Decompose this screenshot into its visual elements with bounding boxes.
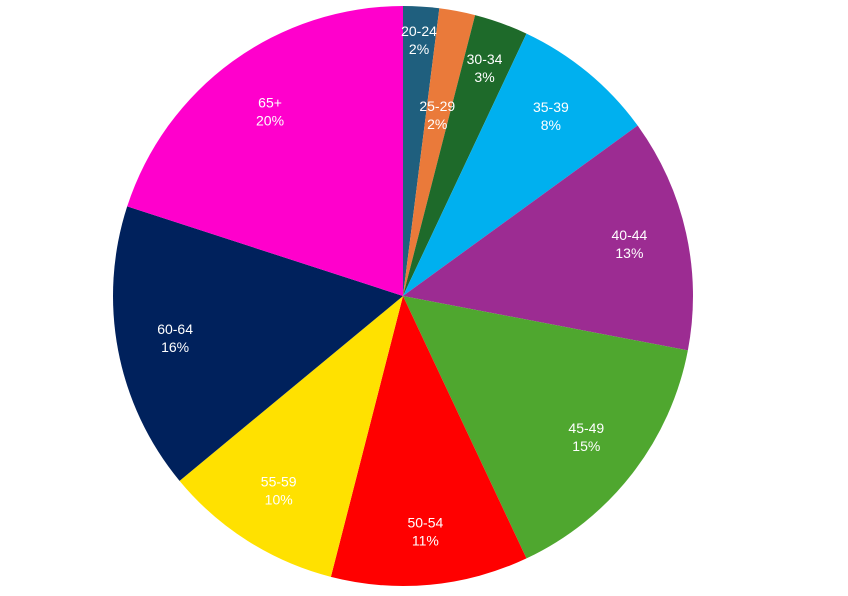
slice-label-category: 35-39 bbox=[533, 99, 569, 115]
slice-label-category: 60-64 bbox=[157, 321, 193, 337]
pie-slice bbox=[112, 206, 403, 481]
pie-slice bbox=[127, 6, 404, 296]
pie-slice bbox=[179, 296, 403, 577]
slice-label-value: 10% bbox=[265, 492, 293, 508]
pie-slice bbox=[403, 296, 688, 559]
pie-slice bbox=[403, 6, 440, 296]
slice-label-category: 55-59 bbox=[261, 474, 297, 490]
slice-label-value: 11% bbox=[412, 532, 439, 548]
slice-label-value: 16% bbox=[161, 339, 189, 355]
slice-label-value: 13% bbox=[615, 245, 643, 261]
slice-label-category: 65+ bbox=[258, 95, 282, 111]
slice-label-category: 40-44 bbox=[612, 227, 648, 243]
slice-label-value: 20% bbox=[256, 113, 284, 129]
slice-label-category: 25-29 bbox=[419, 98, 455, 114]
pie-slice bbox=[403, 125, 693, 351]
pie-slice bbox=[403, 8, 476, 296]
slice-label-value: 2% bbox=[427, 116, 447, 132]
pie-slice bbox=[403, 33, 638, 296]
slice-label-category: 30-34 bbox=[467, 51, 503, 67]
slice-label-category: 50-54 bbox=[407, 514, 443, 530]
slice-label-value: 8% bbox=[541, 117, 561, 133]
slice-label-value: 2% bbox=[409, 41, 429, 57]
slice-label-value: 3% bbox=[474, 69, 494, 85]
slice-label-value: 15% bbox=[572, 438, 600, 454]
pie-slice bbox=[403, 15, 527, 297]
pie-slice bbox=[330, 296, 527, 586]
slice-label-category: 45-49 bbox=[568, 420, 604, 436]
slice-label-category: 20-24 bbox=[401, 23, 437, 39]
